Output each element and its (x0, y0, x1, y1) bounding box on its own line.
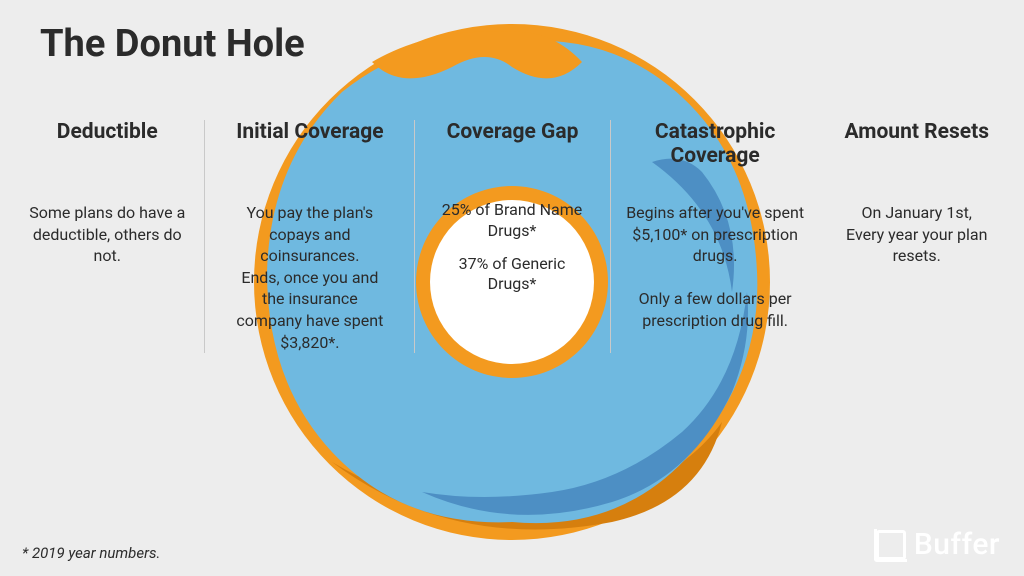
col-initial-coverage: Initial Coverage You pay the plan's copa… (204, 120, 414, 353)
col-amount-resets: Amount Resets On January 1st, Every year… (820, 120, 1014, 353)
hole-line-1: 25% of Brand Name Drugs* (436, 200, 588, 242)
col-heading: Catastrophic Coverage (619, 120, 812, 174)
page-title: The Donut Hole (40, 22, 305, 66)
brand-watermark: Buffer (876, 527, 1000, 562)
brand-label: Buffer (914, 527, 1000, 562)
col-body: Begins after you've spent $5,100* on pre… (619, 202, 812, 332)
col-catastrophic: Catastrophic Coverage Begins after you'v… (610, 120, 820, 353)
col-heading: Initial Coverage (213, 120, 406, 174)
col-heading: Coverage Gap (423, 120, 601, 174)
footnote: * 2019 year numbers. (22, 544, 160, 562)
col-body: You pay the plan's copays and coinsuranc… (213, 202, 406, 353)
col-body: On January 1st, Every year your plan res… (828, 202, 1006, 267)
col-body: Some plans do have a deductible, others … (18, 202, 196, 267)
hole-line-2: 37% of Generic Drugs* (436, 254, 588, 296)
donut-hole-text: 25% of Brand Name Drugs* 37% of Generic … (436, 200, 588, 295)
col-heading: Amount Resets (828, 120, 1006, 174)
col-heading: Deductible (18, 120, 196, 174)
buffer-icon (876, 530, 906, 560)
col-deductible: Deductible Some plans do have a deductib… (10, 120, 204, 353)
